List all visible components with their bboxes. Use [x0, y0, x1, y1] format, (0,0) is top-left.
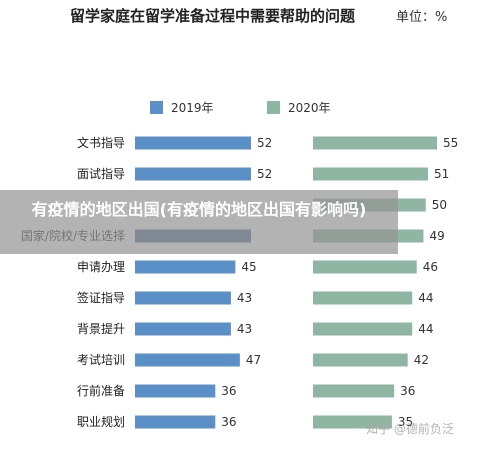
- value-label-2019: 43: [237, 322, 252, 336]
- value-label-2019: 47: [246, 353, 261, 367]
- bar-2019: [135, 384, 216, 398]
- legend-swatch-2020: [267, 101, 280, 114]
- bar-2019: [135, 322, 231, 336]
- category-label: 签证指导: [77, 290, 125, 305]
- category-label: 面试指导: [77, 166, 125, 181]
- bar-2020: [313, 167, 428, 181]
- bar-2019: [135, 260, 236, 274]
- series-2019-bars: 52 52 45 43 43 47 36 36: [135, 136, 272, 429]
- value-label-2020: 51: [434, 167, 449, 181]
- bar-2020: [313, 322, 413, 336]
- value-label-2020: 44: [418, 291, 433, 305]
- value-label-2020: 35: [398, 415, 413, 429]
- category-label: 文书指导: [77, 135, 125, 150]
- value-label-2019: 52: [257, 167, 272, 181]
- chart-title: 留学家庭在留学准备过程中需要帮助的问题: [70, 7, 356, 25]
- category-labels: 文书指导面试指导国家/院校/专业选择申请办理签证指导背景提升考试培训行前准备职业…: [21, 135, 125, 429]
- series-2020-bars: 55 51 50 49 46 44 44 42 36 35: [313, 136, 458, 429]
- category-label: 考试培训: [77, 352, 125, 367]
- bar-2019: [135, 353, 240, 367]
- value-label-2019: 43: [237, 291, 252, 305]
- bar-2020: [313, 291, 413, 305]
- legend-label-2020: 2020年: [288, 101, 331, 115]
- value-label-2020: 44: [418, 322, 433, 336]
- value-label-2019: 36: [221, 384, 236, 398]
- category-label: 行前准备: [77, 383, 125, 398]
- bar-2020: [313, 136, 437, 150]
- value-label-2019: 52: [257, 136, 272, 150]
- bar-2020: [313, 384, 395, 398]
- bar-2020: [313, 415, 392, 429]
- bar-2019: [135, 291, 231, 305]
- value-label-2020: 46: [423, 260, 438, 274]
- category-label: 申请办理: [77, 259, 125, 274]
- value-label-2019: 36: [221, 415, 236, 429]
- value-label-2020: 55: [443, 136, 458, 150]
- bar-2020: [313, 353, 408, 367]
- value-label-2020: 36: [400, 384, 415, 398]
- bar-2019: [135, 415, 216, 429]
- legend-label-2019: 2019年: [171, 101, 214, 115]
- watermark: 知乎 @德前负泛: [366, 422, 454, 436]
- value-label-2020: 42: [414, 353, 429, 367]
- bar-2019: [135, 167, 251, 181]
- value-label-2020: 50: [432, 198, 447, 212]
- value-label-2020: 49: [429, 229, 444, 243]
- overlay-caption: 有疫情的地区出国(有疫情的地区出国有影响吗): [0, 190, 398, 254]
- unit-label: 单位：%: [396, 10, 447, 25]
- bar-2019: [135, 136, 251, 150]
- bar-2020: [313, 260, 417, 274]
- legend-swatch-2019: [150, 101, 163, 114]
- category-label: 职业规划: [77, 414, 125, 429]
- category-label: 背景提升: [77, 321, 125, 336]
- value-label-2019: 45: [241, 260, 256, 274]
